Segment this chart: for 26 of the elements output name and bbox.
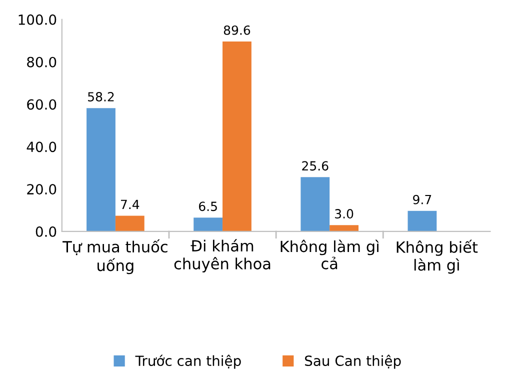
y-tick-label: 60.0 [27, 99, 56, 110]
y-tick-label: 0.0 [36, 226, 56, 237]
bar [222, 42, 252, 232]
x-tick-label: Không làm gì cả [280, 240, 379, 270]
legend-label: Trước can thiệp [135, 354, 241, 369]
x-tick-label: Không biết làm gì [396, 240, 478, 274]
bar [115, 216, 144, 232]
x-tick-label: Tự mua thuốc uống [62, 239, 168, 274]
data-label: 89.6 [224, 25, 250, 35]
bar [300, 177, 330, 232]
data-label: 58.2 [88, 92, 114, 102]
data-label: 9.7 [413, 194, 432, 204]
x-tick-label: Đi khám chuyên khoa [174, 239, 270, 272]
y-tick-label: 40.0 [26, 142, 56, 152]
data-label: 25.6 [302, 161, 328, 171]
bar [86, 108, 116, 232]
data-label: 6.5 [199, 202, 217, 212]
bar [330, 225, 359, 232]
y-tick-label: 80.0 [27, 56, 56, 68]
legend-label: Sau Can thiệp [305, 354, 401, 369]
bar [408, 210, 437, 232]
data-label: 7.4 [120, 200, 140, 209]
data-label: 3.0 [335, 209, 354, 219]
bar [194, 218, 223, 232]
y-tick-label: 20.0 [27, 184, 56, 195]
y-tick-label: 100.0 [18, 14, 56, 25]
